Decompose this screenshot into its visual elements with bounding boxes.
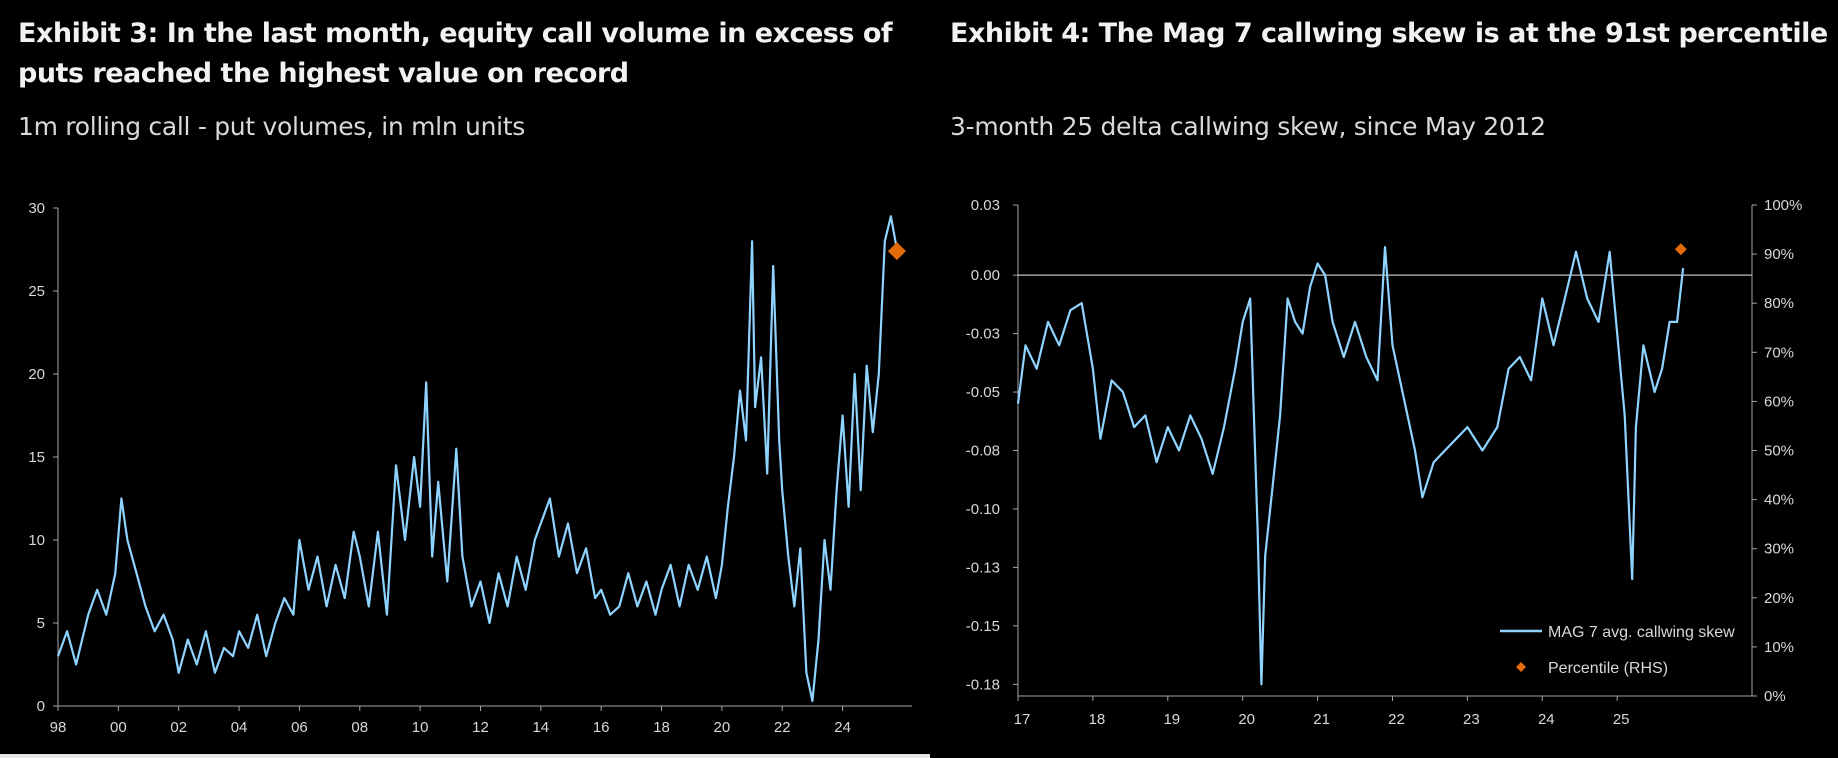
y-tick-label: -0.15 [966, 618, 1000, 635]
exhibit-4-panel: Exhibit 4: The Mag 7 callwing skew is at… [930, 0, 1838, 758]
x-tick-label: 18 [1089, 711, 1106, 728]
x-tick-label: 24 [1538, 711, 1555, 728]
x-tick-label: 16 [593, 719, 610, 736]
x-tick-label: 19 [1163, 711, 1180, 728]
y-tick-label: -0.08 [966, 443, 1000, 460]
x-tick-label: 21 [1313, 711, 1330, 728]
legend-label-skew: MAG 7 avg. callwing skew [1548, 624, 1735, 641]
exhibit-4-chart: 0.03 0.00 -0.03 -0.05 -0.08 -0.10 -0.13 -0.15 -0… [966, 197, 1803, 728]
y2-tick-label: 90% [1764, 246, 1794, 263]
x-tick-label: 18 [653, 719, 670, 736]
callwing-skew-line [1016, 246, 1685, 686]
y-tick-label: 5 [37, 615, 45, 632]
x-tick-label: 08 [351, 719, 368, 736]
exhibit-3-title: Exhibit 3: In the last month, equity cal… [18, 18, 893, 89]
y-tick-label: 25 [28, 283, 45, 300]
x-tick-label: 04 [231, 719, 248, 736]
y2-tick-label: 80% [1764, 295, 1794, 312]
x-tick-label: 24 [834, 719, 851, 736]
latest-value-marker [887, 242, 906, 261]
y2-tick-label: 0% [1764, 688, 1786, 705]
call-put-volume-line [56, 215, 898, 703]
legend-diamond-swatch [1516, 662, 1526, 672]
y-tick-label: 0.00 [971, 267, 1000, 284]
y-tick-label: -0.13 [966, 559, 1000, 576]
x-tick-label: 06 [291, 719, 308, 736]
y2-tick-label: 100% [1764, 197, 1802, 214]
exhibit-3-subtitle: 1m rolling call - put volumes, in mln un… [18, 112, 525, 141]
y-tick-label: -0.10 [966, 501, 1000, 518]
y2-tick-label: 10% [1764, 639, 1794, 656]
exhibit-4-subtitle: 3-month 25 delta callwing skew, since Ma… [950, 112, 1546, 141]
x-tick-label: 98 [50, 719, 67, 736]
x-tick-label: 12 [472, 719, 489, 736]
y-tick-label: -0.05 [966, 384, 1000, 401]
x-tick-label: 14 [532, 719, 549, 736]
exhibit-4-title: Exhibit 4: The Mag 7 callwing skew is at… [950, 18, 1828, 49]
y-tick-label: -0.03 [966, 326, 1000, 343]
y2-tick-label: 70% [1764, 344, 1794, 361]
legend-label-percentile: Percentile (RHS) [1548, 660, 1668, 677]
y-tick-label: 0.03 [971, 197, 1000, 214]
x-tick-label: 10 [412, 719, 429, 736]
exhibit-3-chart: 0 5 10 15 20 25 30 98 00 02 04 06 08 10 12 14 16 18 20 22 24 [28, 200, 912, 736]
x-tick-label: 20 [1238, 711, 1255, 728]
x-tick-label: 22 [1388, 711, 1405, 728]
x-tick-label: 20 [714, 719, 731, 736]
y2-tick-label: 60% [1764, 393, 1794, 410]
exhibit-3-panel: Exhibit 3: In the last month, equity cal… [0, 18, 930, 758]
divider [0, 754, 930, 758]
y2-tick-label: 50% [1764, 443, 1794, 460]
y2-tick-label: 20% [1764, 590, 1794, 607]
x-tick-label: 25 [1613, 711, 1630, 728]
percentile-marker [1674, 243, 1687, 256]
x-tick-label: 23 [1463, 711, 1480, 728]
x-tick-label: 02 [170, 719, 187, 736]
y-tick-label: 15 [28, 449, 45, 466]
y-tick-label: 30 [28, 200, 45, 217]
x-tick-label: 22 [774, 719, 791, 736]
y-tick-label: 0 [37, 698, 45, 715]
y-tick-label: 20 [28, 366, 45, 383]
y2-tick-label: 30% [1764, 541, 1794, 558]
y-tick-label: 10 [28, 532, 45, 549]
x-tick-label: 00 [110, 719, 127, 736]
y2-tick-label: 40% [1764, 492, 1794, 509]
y-tick-label: -0.18 [966, 676, 1000, 693]
x-tick-label: 17 [1014, 711, 1031, 728]
